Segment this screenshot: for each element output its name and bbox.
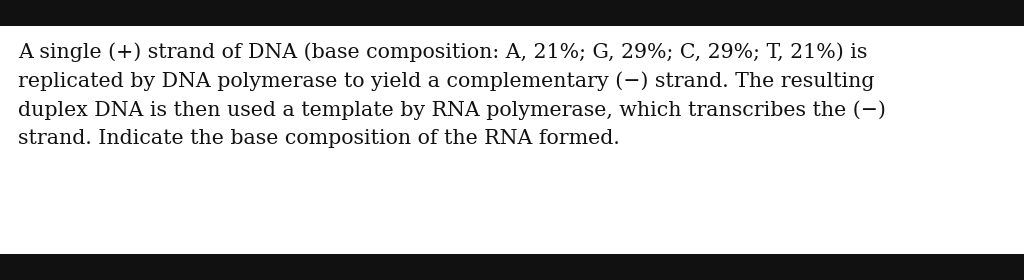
Bar xyxy=(0,0,1024,26)
Text: A single (+) strand of DNA (base composition: A, 21%; G, 29%; C, 29%; T, 21%) is: A single (+) strand of DNA (base composi… xyxy=(18,42,886,148)
Bar xyxy=(0,254,1024,280)
